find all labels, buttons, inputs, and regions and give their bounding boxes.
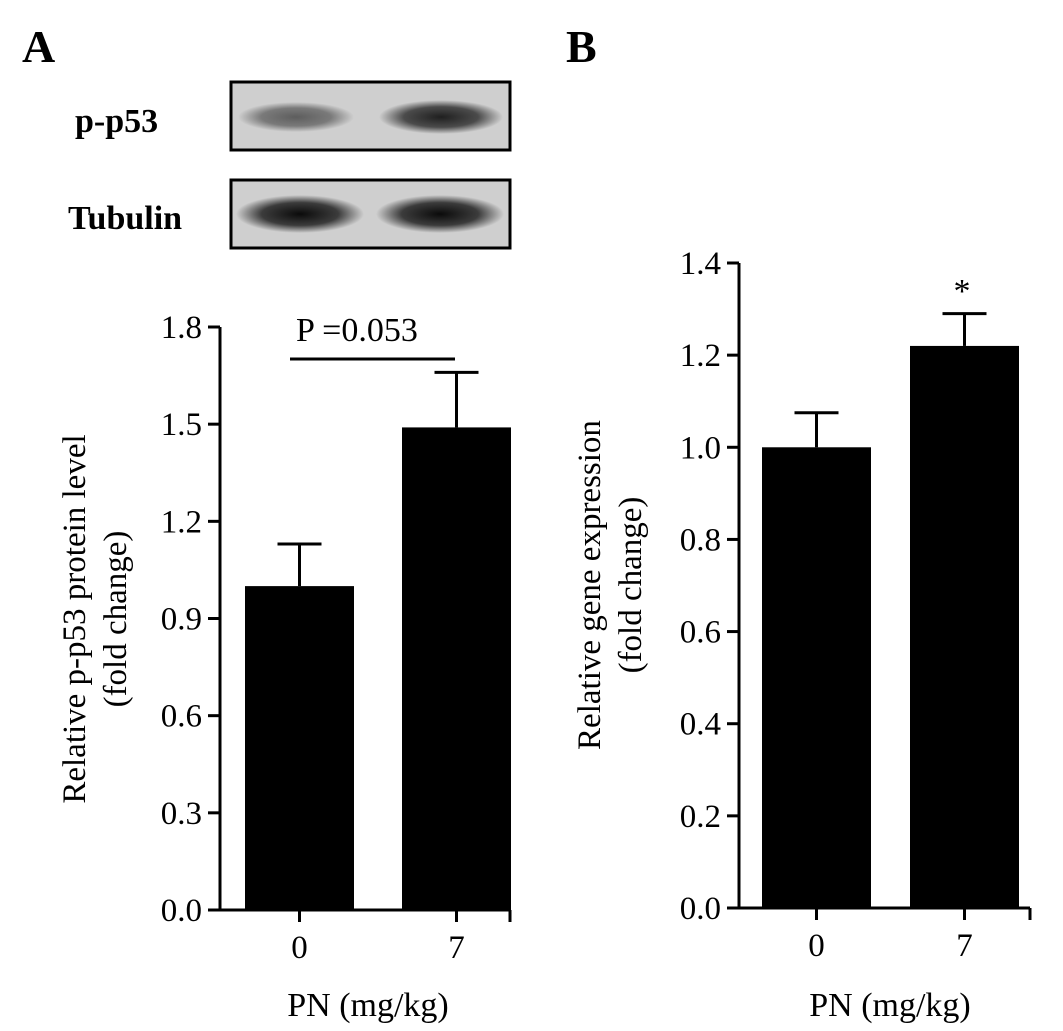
y-tick-label: 0.6 [161,699,202,735]
y-tick-label: 1.8 [161,310,202,346]
y-tick-label: 0.9 [161,602,202,638]
x-axis-title: PN (mg/kg) [287,987,449,1024]
panel-label-b: B [566,21,597,72]
panel-label-a: A [22,21,55,72]
bar-0 [762,447,871,908]
y-tick-label: 1.0 [680,430,721,466]
chart-a: 0.0 0.3 0.6 0.9 1.2 1.5 1.8 0 7 Relative p-p53 pr… [57,310,512,1024]
y-tick-label: 0.0 [680,891,721,927]
band-p-p53-lane-0 [238,102,354,132]
y-tick-label: 1.5 [161,407,202,443]
y-tick-label: 1.2 [680,338,721,374]
y-tick-label: 0.0 [161,893,202,929]
western-blot: p-p53 Tubulin [68,80,512,250]
y-axis-title: Relative p-p53 protein level [57,434,93,803]
y-axis-title: Relative gene expression [572,420,608,750]
bar-7 [402,427,511,910]
y-tick-label: 0.6 [680,615,721,651]
y-tick-label: 0.2 [680,799,721,835]
y-tick-label: 0.3 [161,796,202,832]
y-axis-subtitle: (fold change) [613,497,649,674]
x-tick-label: 7 [448,930,465,966]
x-tick-label: 0 [808,928,825,964]
x-tick-label: 7 [956,928,973,964]
band-p-p53-lane-7 [379,100,503,134]
band-tubulin-lane-0 [236,195,364,233]
band-tubulin-lane-7 [376,195,504,233]
y-tick-label: 1.2 [161,504,202,540]
y-tick-label: 0.4 [680,707,721,743]
p-value-annotation: P =0.053 [296,312,418,349]
chart-b: 0.0 0.2 0.4 0.6 0.8 1.0 1.2 1.4 0 7 Relative gene … [572,246,1032,1024]
x-tick-label: 0 [291,930,308,966]
y-tick-label: 1.4 [680,246,721,282]
x-axis-title: PN (mg/kg) [809,987,971,1024]
blot-label-p-p53: p-p53 [75,103,158,140]
significance-star-b: * [954,273,971,310]
y-axis-subtitle: (fold change) [98,531,134,708]
y-tick-label: 0.8 [680,522,721,558]
blot-label-tubulin: Tubulin [68,200,182,237]
bar-0 [245,586,354,910]
bar-7 [910,345,1019,908]
